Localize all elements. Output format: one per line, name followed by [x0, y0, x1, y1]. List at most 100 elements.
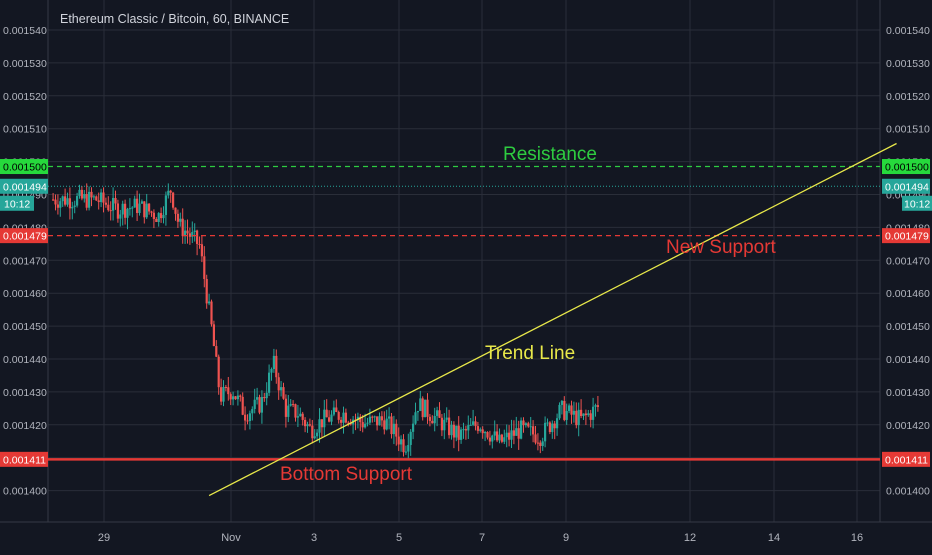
- candle-body: [474, 421, 477, 427]
- candle-body: [160, 213, 163, 219]
- candle-body: [78, 189, 81, 197]
- candle-body: [85, 194, 88, 208]
- y-tick-left: 0.001450: [3, 321, 47, 333]
- candle-body: [64, 196, 67, 205]
- candle-body: [179, 218, 182, 222]
- candle-body: [198, 243, 201, 245]
- candle-body: [412, 423, 415, 432]
- x-tick-label: 5: [396, 532, 402, 544]
- candle-body: [311, 425, 314, 439]
- candle-body: [368, 416, 371, 423]
- candle-body: [371, 416, 374, 418]
- candle-body: [188, 233, 191, 237]
- candle-body: [222, 387, 225, 402]
- countdown-badge-left: [0, 195, 34, 211]
- candle-body: [570, 405, 573, 415]
- candle-body: [534, 434, 537, 443]
- candle-body: [342, 412, 345, 423]
- candle-body: [388, 416, 391, 419]
- candle-body: [472, 421, 475, 425]
- candle-body: [522, 420, 525, 426]
- candle-body: [116, 203, 119, 219]
- support-badge-left: [0, 228, 48, 244]
- y-tick-left: 0.001530: [3, 58, 47, 70]
- candle-body: [246, 420, 249, 422]
- candle-body: [260, 397, 263, 413]
- candle-body: [229, 394, 232, 400]
- candle-body: [592, 406, 595, 420]
- candle-body: [287, 405, 290, 417]
- trend-line-label: Trend Line: [485, 343, 575, 364]
- candle-body: [551, 423, 554, 433]
- candle-body: [241, 396, 244, 415]
- candle-body: [539, 442, 542, 446]
- candle-body: [258, 397, 261, 413]
- candle-body: [404, 451, 407, 453]
- candle-body: [436, 410, 439, 416]
- candle-body: [68, 198, 71, 209]
- candle-body: [356, 416, 359, 420]
- candle-body: [52, 199, 55, 201]
- countdown-text-left: 10:12: [4, 198, 30, 210]
- candle-body: [66, 198, 69, 205]
- y-tick-right: 0.001470: [886, 255, 930, 267]
- candle-body: [416, 410, 419, 413]
- time-axis[interactable]: 29 Nov 3 5 7 9 12 14 16: [0, 521, 932, 544]
- resistance-badge-left: [0, 159, 48, 175]
- last-price-badge-left: [0, 178, 48, 194]
- candle-body: [169, 190, 172, 193]
- candle-body: [498, 434, 501, 441]
- candle-body: [496, 431, 499, 441]
- candle-body: [301, 413, 304, 420]
- candle-body: [582, 413, 585, 417]
- candle-body: [503, 437, 506, 442]
- candle-body: [234, 396, 237, 400]
- candle-body: [121, 203, 124, 215]
- candle-body: [224, 387, 227, 389]
- candle-body: [265, 392, 268, 399]
- candle-body: [215, 346, 218, 357]
- candle-body: [527, 423, 530, 427]
- candle-body: [306, 424, 309, 427]
- candle-body: [112, 197, 115, 211]
- support-badge-right: [882, 228, 930, 244]
- candle-body: [532, 426, 535, 435]
- candle-body: [560, 400, 563, 405]
- candle-body: [155, 218, 158, 222]
- candle-body: [529, 426, 532, 428]
- candle-body: [176, 213, 179, 222]
- candle-body: [256, 397, 259, 400]
- candle-body: [208, 301, 211, 304]
- candle-body: [457, 425, 460, 440]
- candle-body: [373, 416, 376, 418]
- chart-title: Ethereum Classic / Bitcoin, 60, BINANCE: [60, 12, 289, 26]
- candle-body: [572, 410, 575, 415]
- candle-body: [54, 199, 57, 205]
- candle-body: [71, 206, 74, 209]
- candle-body: [426, 399, 429, 417]
- candle-body: [476, 426, 479, 431]
- candle-body: [248, 413, 251, 421]
- candle-body: [59, 201, 62, 208]
- candle-body: [469, 424, 472, 426]
- trend-line[interactable]: [208, 142, 897, 497]
- candle-body: [174, 207, 177, 214]
- candle-body: [275, 355, 278, 378]
- candle-body: [193, 230, 196, 233]
- candle-body: [76, 196, 79, 206]
- candle-body: [92, 196, 95, 198]
- bottom-badge-left: [0, 451, 48, 467]
- support-badge-text-left: 0.001479: [3, 231, 47, 243]
- candle-body: [140, 201, 143, 204]
- candle-body: [217, 356, 220, 388]
- candle-body: [508, 432, 511, 440]
- candle-body: [268, 372, 271, 393]
- candle-body: [402, 439, 405, 453]
- candle-body: [289, 404, 292, 406]
- candle-body: [431, 420, 434, 424]
- y-tick-right: 0.001460: [886, 288, 930, 300]
- y-tick-right: 0.001440: [886, 354, 930, 366]
